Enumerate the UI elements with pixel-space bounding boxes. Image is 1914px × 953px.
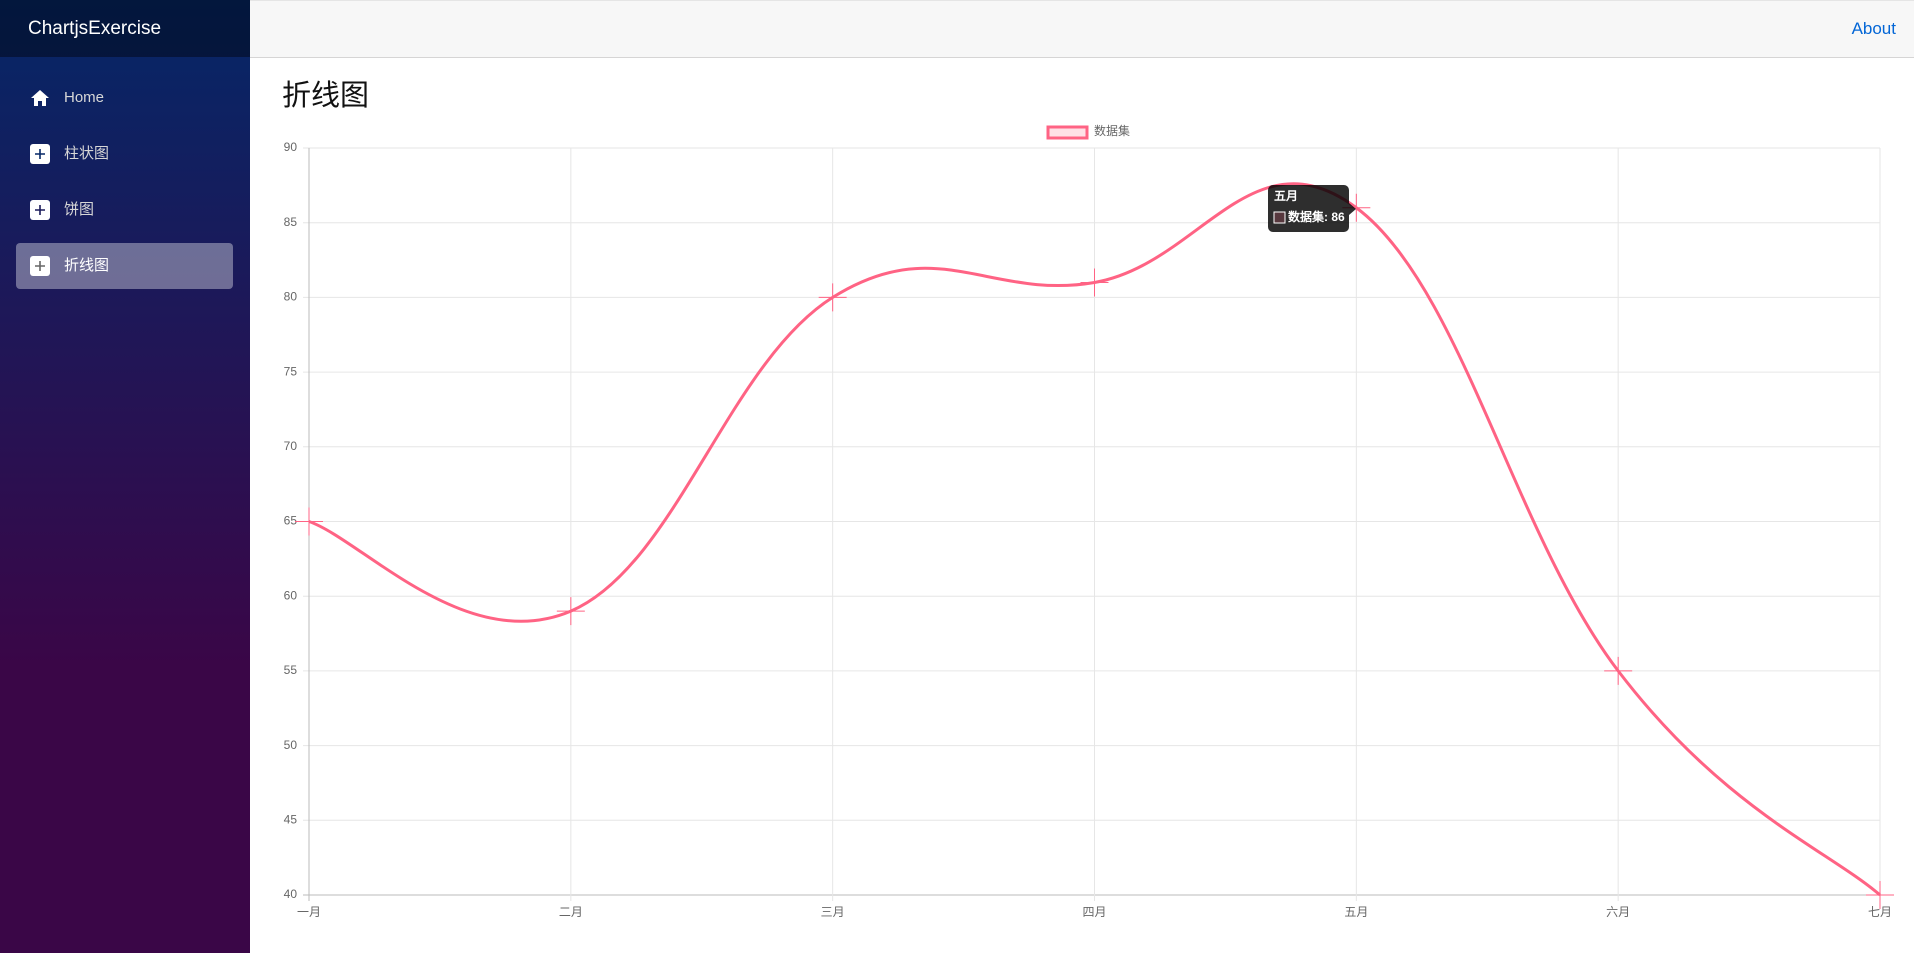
legend-swatch bbox=[1046, 125, 1089, 140]
x-tick-label: 七月 bbox=[1868, 905, 1892, 919]
plus-icon bbox=[30, 144, 50, 164]
x-tick-label: 四月 bbox=[1082, 905, 1106, 919]
tooltip-caret bbox=[1349, 203, 1356, 215]
page-heading: 折线图 bbox=[282, 80, 370, 112]
y-tick-label: 55 bbox=[284, 663, 298, 677]
nav-label: 折线图 bbox=[64, 257, 110, 274]
nav-item[interactable]: 饼图 bbox=[16, 187, 233, 233]
tooltip-title: 五月 bbox=[1274, 189, 1298, 203]
tooltip-swatch bbox=[1273, 211, 1286, 224]
home-icon bbox=[31, 90, 49, 106]
y-tick-label: 75 bbox=[284, 364, 298, 378]
data-line bbox=[308, 182, 1881, 897]
nav-label: 饼图 bbox=[64, 201, 95, 218]
y-tick-label: 45 bbox=[284, 812, 298, 826]
y-tick-label: 70 bbox=[284, 439, 298, 453]
y-tick-label: 90 bbox=[284, 140, 298, 154]
point-marker bbox=[818, 283, 847, 312]
point-marker bbox=[1866, 881, 1894, 909]
point-marker bbox=[1342, 193, 1371, 222]
plus-icon bbox=[30, 256, 50, 276]
y-tick-label: 40 bbox=[284, 887, 298, 901]
x-tick-label: 五月 bbox=[1344, 905, 1368, 919]
x-tick-label: 六月 bbox=[1606, 905, 1630, 919]
point-marker bbox=[556, 597, 585, 626]
y-tick-label: 80 bbox=[284, 290, 298, 304]
legend-label: 数据集 bbox=[1094, 123, 1130, 138]
tooltip-label: 数据集: 86 bbox=[1288, 209, 1345, 224]
sidebar: ChartjsExercise Home 柱状图 饼图 折线图 bbox=[0, 0, 250, 953]
x-tick-label: 一月 bbox=[297, 905, 321, 919]
about-link[interactable]: About bbox=[1851, 19, 1896, 38]
point-marker bbox=[1604, 656, 1633, 685]
x-tick-label: 二月 bbox=[559, 905, 583, 919]
y-tick-label: 50 bbox=[284, 738, 298, 752]
point-marker bbox=[295, 507, 323, 536]
brand[interactable]: ChartjsExercise bbox=[0, 0, 250, 57]
nav-label: Home bbox=[64, 89, 105, 106]
y-tick-label: 60 bbox=[284, 588, 298, 602]
y-tick-label: 85 bbox=[284, 215, 298, 229]
y-tick-label: 65 bbox=[284, 514, 298, 528]
nav-item[interactable]: Home bbox=[16, 75, 233, 121]
nav-item[interactable]: 柱状图 bbox=[16, 131, 233, 177]
nav-item-active[interactable]: 折线图 bbox=[16, 243, 233, 289]
nav-label: 柱状图 bbox=[64, 145, 110, 162]
tooltip-box bbox=[1268, 185, 1349, 232]
point-marker bbox=[1080, 268, 1109, 297]
x-tick-label: 三月 bbox=[821, 905, 845, 919]
plus-icon bbox=[30, 200, 50, 220]
top-bar: About bbox=[250, 0, 1914, 58]
